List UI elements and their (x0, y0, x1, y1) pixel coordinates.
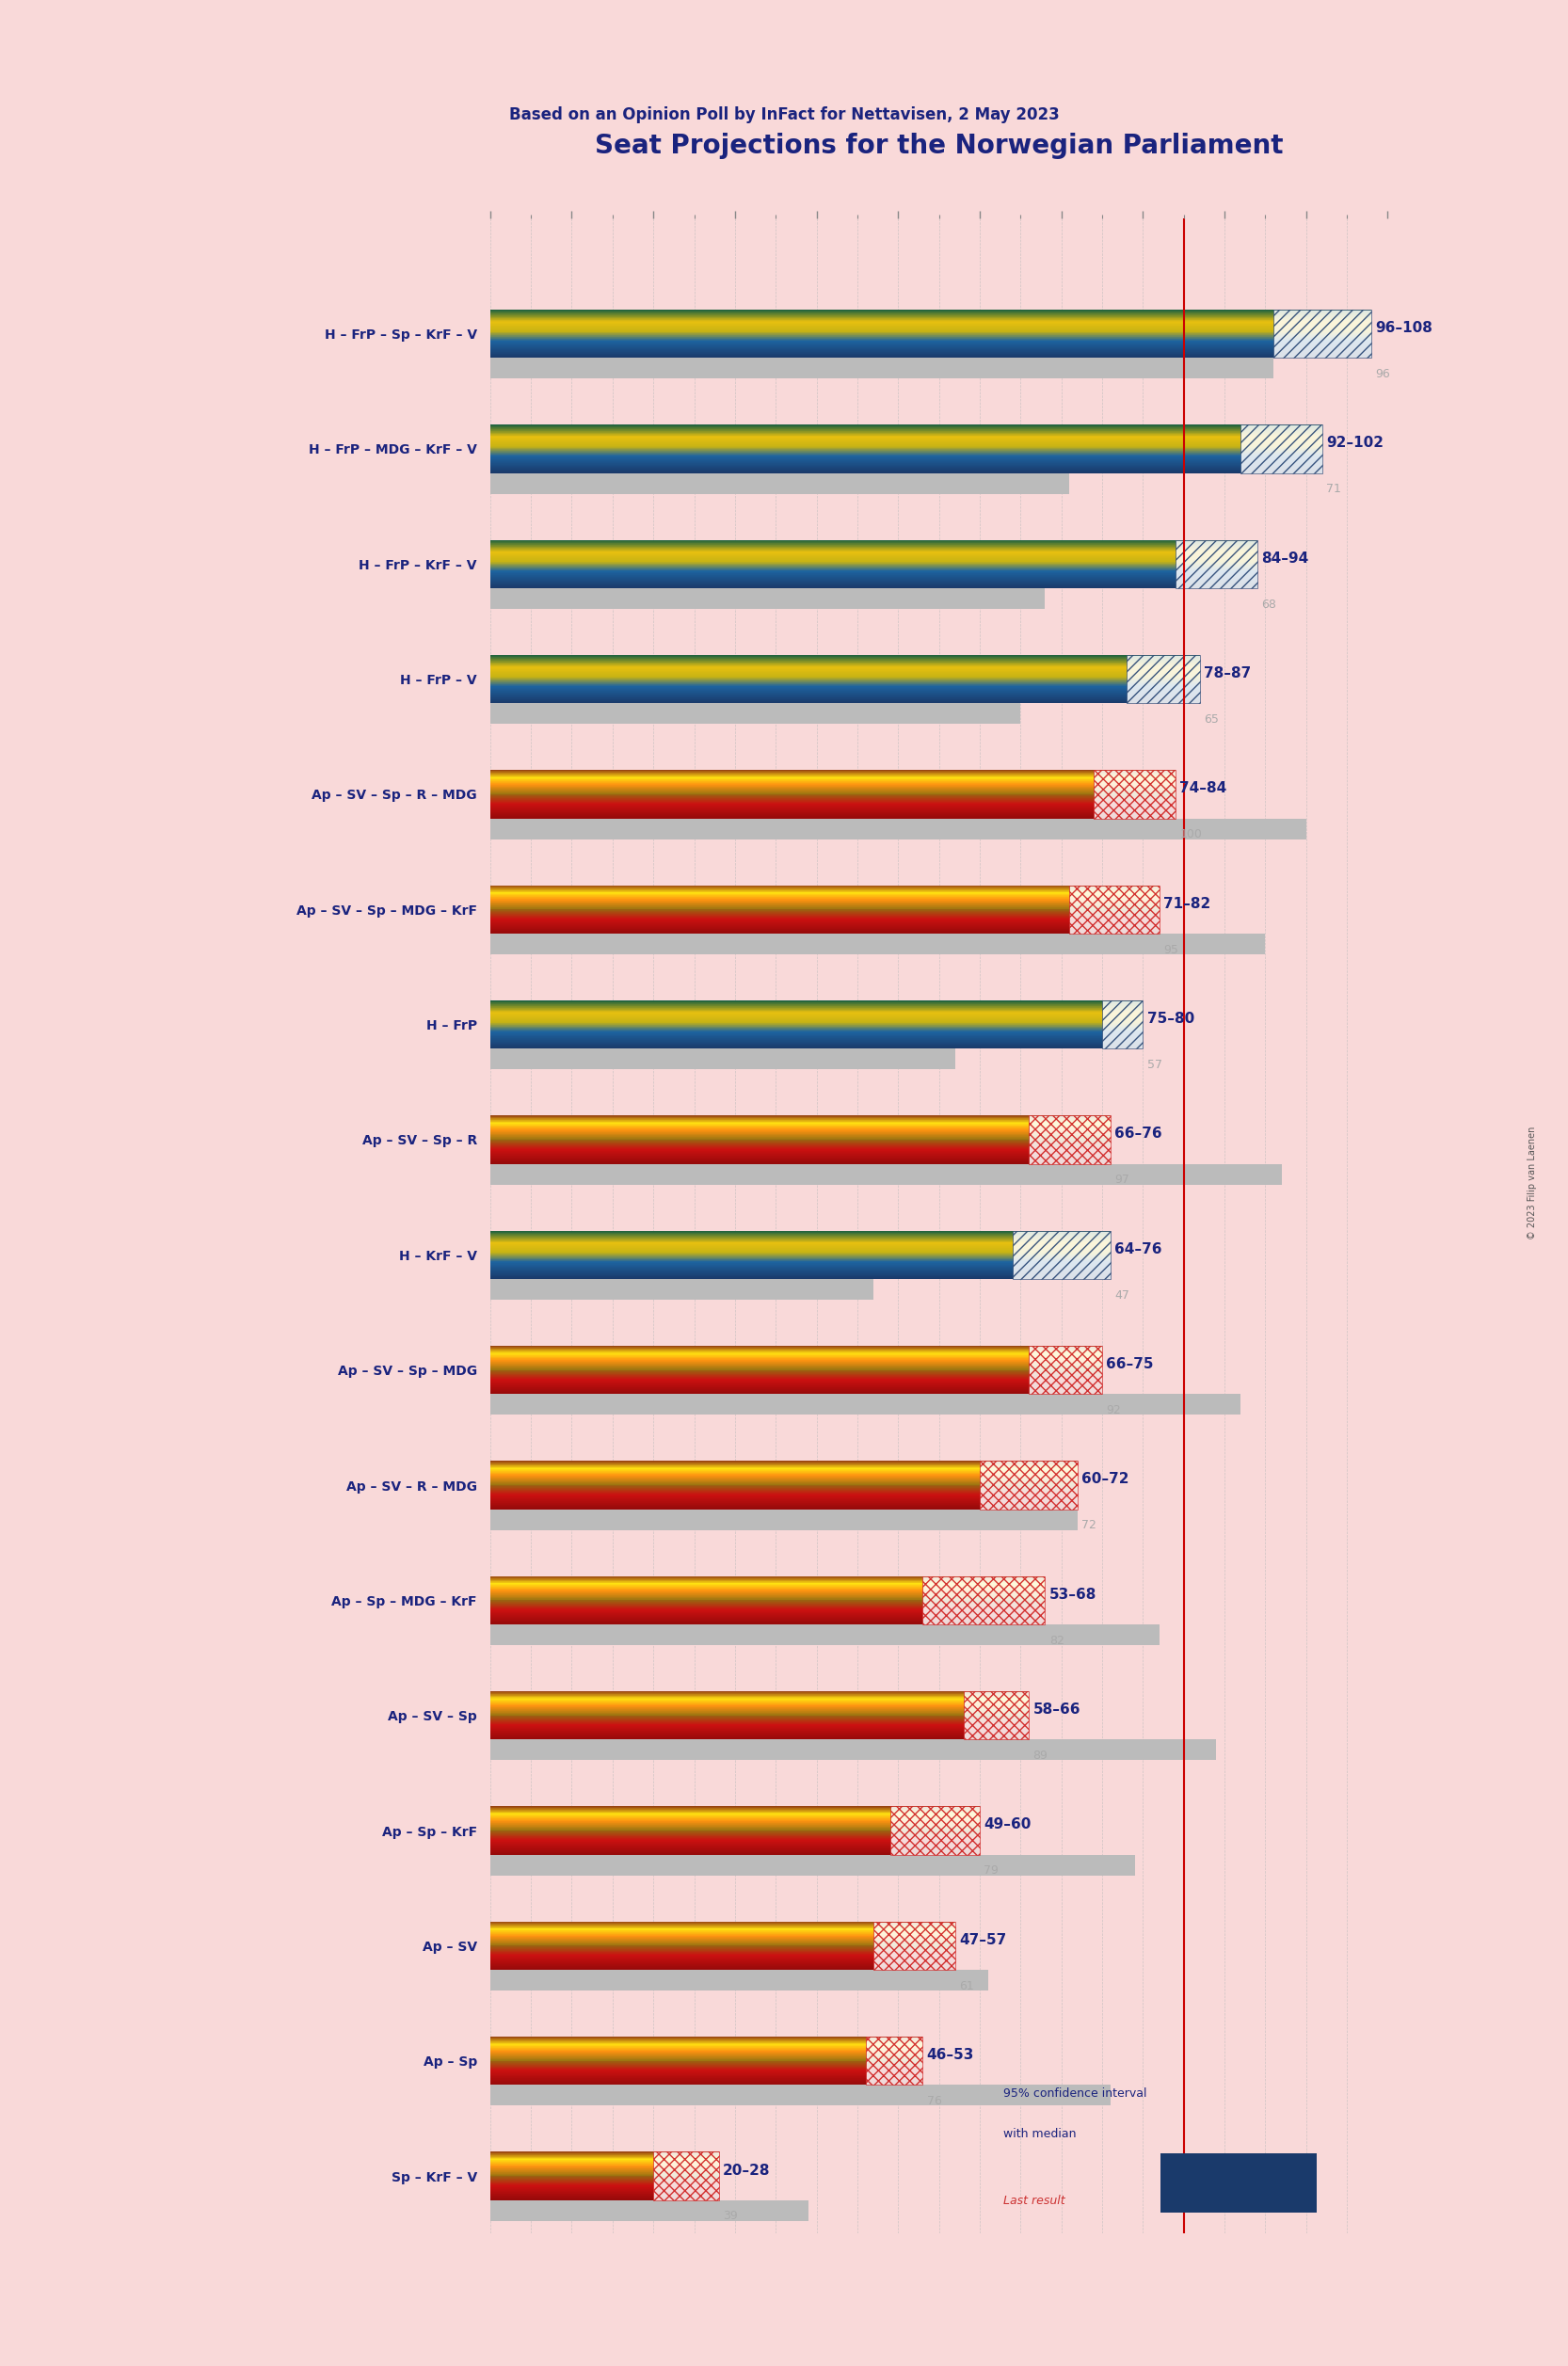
Text: 72: 72 (1082, 1519, 1096, 1531)
Bar (491, 1971, 988, 1990)
Text: 64–76: 64–76 (1115, 1242, 1162, 1256)
Title: Seat Projections for the Norwegian Parliament: Seat Projections for the Norwegian Parli… (594, 132, 1283, 159)
Text: Last result: Last result (1004, 2193, 1065, 2207)
Bar (873, 1921, 955, 1971)
Text: 75–80: 75–80 (1148, 1013, 1195, 1027)
Text: 65: 65 (1204, 712, 1218, 726)
Text: 47–57: 47–57 (960, 1933, 1007, 1947)
Bar (491, 2084, 1110, 2106)
Text: 20–28: 20–28 (723, 2163, 770, 2177)
Text: 46–53: 46–53 (927, 2049, 974, 2063)
Text: 74–84: 74–84 (1179, 781, 1226, 795)
Bar (1126, 655, 1200, 703)
Text: 47: 47 (1115, 1289, 1129, 1301)
Bar (491, 1625, 1159, 1644)
Bar (491, 2200, 809, 2222)
Bar (1069, 885, 1159, 935)
Bar (1273, 310, 1372, 357)
Text: 76: 76 (927, 2094, 942, 2108)
Bar (491, 1280, 873, 1299)
Text: 49–60: 49–60 (983, 1817, 1032, 1831)
Bar (491, 473, 1069, 494)
Text: © 2023 Filip van Laenen: © 2023 Filip van Laenen (1527, 1126, 1537, 1240)
Text: 39: 39 (723, 2210, 737, 2222)
Text: 53–68: 53–68 (1049, 1588, 1096, 1602)
Text: 66–75: 66–75 (1105, 1358, 1154, 1372)
Bar (922, 1576, 1044, 1625)
Text: 92–102: 92–102 (1327, 435, 1385, 450)
Bar (1029, 1346, 1102, 1394)
Text: 71: 71 (1327, 483, 1342, 494)
Bar (1102, 1001, 1143, 1048)
Text: with median: with median (1004, 2127, 1077, 2141)
Bar (1176, 539, 1258, 589)
Bar (963, 1692, 1029, 1739)
Text: 71–82: 71–82 (1163, 897, 1210, 911)
Text: 66–76: 66–76 (1115, 1126, 1162, 1140)
Text: 68: 68 (1261, 599, 1276, 610)
Text: 82: 82 (1049, 1635, 1065, 1647)
Text: 79: 79 (983, 1864, 999, 1876)
Bar (491, 703, 1021, 724)
Text: 100: 100 (1179, 828, 1203, 840)
Bar (1013, 1230, 1110, 1280)
Bar (654, 2151, 718, 2200)
Text: 61: 61 (960, 1980, 974, 1992)
Bar (1240, 424, 1322, 473)
Bar (491, 1048, 955, 1069)
Bar (491, 1394, 1240, 1415)
Text: 57: 57 (1148, 1058, 1162, 1072)
Text: 96: 96 (1375, 367, 1391, 381)
Bar (866, 2037, 922, 2084)
Text: 84–94: 84–94 (1261, 551, 1309, 565)
Text: 97: 97 (1115, 1174, 1129, 1185)
Bar (1029, 1114, 1110, 1164)
Text: 92: 92 (1105, 1403, 1121, 1417)
Bar (491, 1164, 1281, 1185)
Text: 89: 89 (1033, 1748, 1047, 1763)
Bar (491, 1855, 1135, 1876)
Bar (491, 935, 1265, 953)
Bar (491, 819, 1306, 840)
Text: 96–108: 96–108 (1375, 322, 1433, 336)
Bar (491, 357, 1273, 379)
Bar (1094, 769, 1176, 819)
Text: 60–72: 60–72 (1082, 1472, 1129, 1486)
Text: 95% confidence interval: 95% confidence interval (1004, 2087, 1148, 2101)
Text: 78–87: 78–87 (1204, 667, 1251, 681)
Bar (491, 1510, 1077, 1531)
Text: 95: 95 (1163, 944, 1178, 956)
Bar (491, 1739, 1217, 1760)
Bar (491, 589, 1044, 608)
Text: 58–66: 58–66 (1033, 1704, 1080, 1718)
Bar (891, 1805, 980, 1855)
Bar (980, 1460, 1077, 1510)
Text: Based on an Opinion Poll by InFact for Nettavisen, 2 May 2023: Based on an Opinion Poll by InFact for N… (510, 106, 1058, 123)
